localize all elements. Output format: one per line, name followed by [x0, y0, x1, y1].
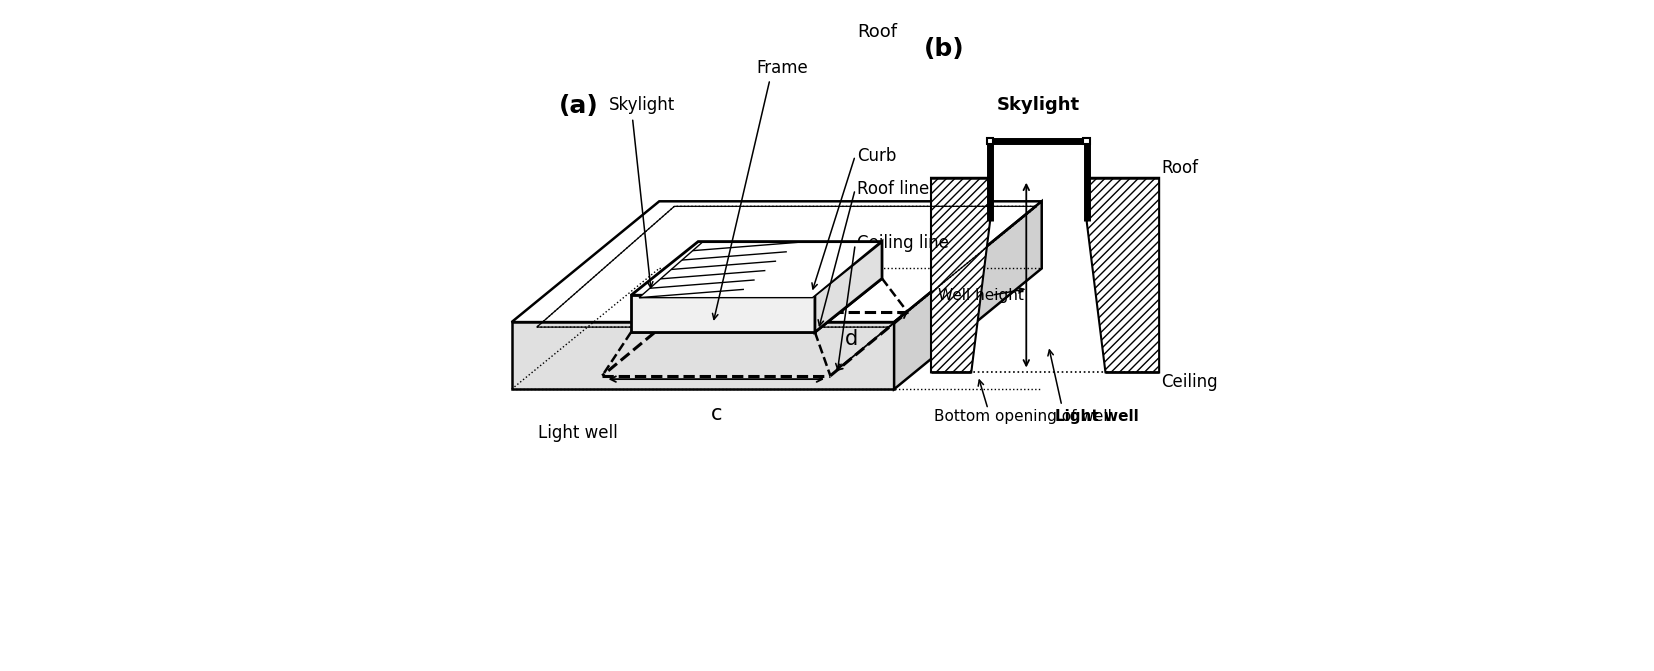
Bar: [1083, 138, 1090, 144]
Polygon shape: [638, 242, 880, 298]
Polygon shape: [815, 242, 882, 332]
Text: Skylight: Skylight: [997, 96, 1080, 114]
Polygon shape: [632, 295, 815, 332]
Polygon shape: [931, 178, 991, 372]
Bar: [987, 138, 994, 144]
Text: Roof: Roof: [857, 23, 898, 42]
Text: Skylight: Skylight: [609, 96, 675, 114]
Text: Frame: Frame: [756, 59, 809, 77]
Text: Light well: Light well: [1055, 409, 1140, 423]
Text: Roof line: Roof line: [857, 180, 930, 198]
Polygon shape: [1087, 178, 1159, 372]
Text: Light well: Light well: [539, 424, 619, 442]
Text: (b): (b): [925, 37, 964, 61]
Text: c: c: [711, 404, 723, 424]
Polygon shape: [511, 201, 1042, 322]
Polygon shape: [895, 201, 1042, 389]
Text: d: d: [845, 329, 858, 348]
Text: (a): (a): [559, 94, 599, 118]
Text: Curb: Curb: [857, 147, 896, 164]
Polygon shape: [511, 322, 895, 389]
Text: Bottom opening of well: Bottom opening of well: [935, 409, 1111, 423]
Text: Well height: Well height: [938, 288, 1024, 303]
Text: Ceiling line: Ceiling line: [857, 234, 949, 252]
Polygon shape: [632, 242, 882, 295]
Text: Ceiling: Ceiling: [1161, 374, 1217, 391]
Text: Roof: Roof: [1161, 159, 1197, 176]
